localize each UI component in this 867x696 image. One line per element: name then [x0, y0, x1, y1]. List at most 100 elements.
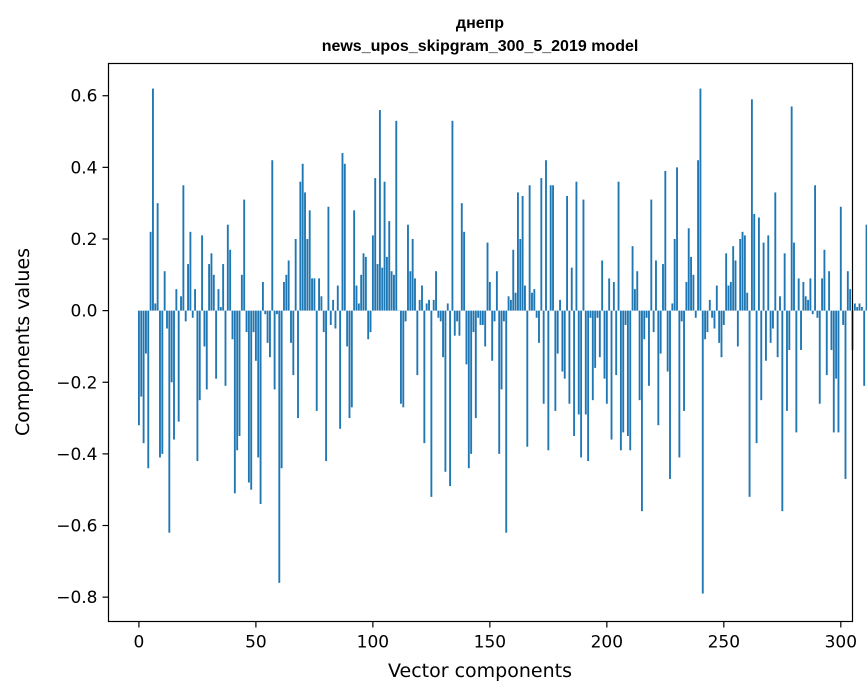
x-axis-ticks: 0 50 100 150 200 250 300 [134, 621, 857, 653]
bar [676, 167, 678, 311]
bar [671, 303, 674, 311]
bar [261, 281, 264, 311]
bar [402, 310, 405, 408]
bar [210, 253, 213, 311]
bar [430, 310, 433, 497]
bar [797, 278, 800, 311]
bar [566, 196, 568, 311]
bar [643, 310, 646, 340]
bar [669, 310, 671, 479]
bar [343, 163, 346, 311]
bar [353, 210, 356, 311]
bar [194, 289, 196, 311]
bar [582, 199, 585, 311]
bar [795, 310, 798, 433]
bar [299, 181, 302, 311]
bar [514, 292, 517, 311]
bar [807, 299, 809, 311]
bar [552, 185, 554, 311]
bar [147, 310, 150, 469]
bar [154, 303, 157, 311]
bar [556, 310, 559, 354]
bar [626, 310, 629, 436]
bar [196, 310, 199, 462]
bar [673, 238, 676, 311]
bar [219, 307, 222, 311]
bar [283, 281, 285, 311]
bar [276, 310, 278, 315]
bar [641, 310, 643, 512]
bar [601, 260, 604, 311]
bar [748, 310, 751, 497]
bar [407, 224, 409, 311]
bar [152, 88, 154, 311]
bar [339, 310, 342, 429]
bar [393, 274, 395, 311]
bar [304, 192, 306, 311]
bar [804, 296, 807, 311]
bar [182, 185, 185, 311]
bar [212, 274, 215, 311]
bar [692, 274, 695, 311]
bar [584, 310, 587, 415]
bar [184, 310, 187, 322]
bar [549, 185, 552, 311]
bar [177, 310, 180, 422]
bar [779, 296, 781, 311]
bar [257, 310, 260, 458]
bar [629, 310, 632, 451]
bar [329, 310, 332, 325]
bar [790, 106, 793, 311]
x-tick-label: 0 [134, 633, 145, 653]
bar [416, 310, 419, 376]
bar [486, 242, 489, 311]
x-tick-label: 200 [591, 633, 623, 653]
bar [542, 310, 545, 404]
bar [376, 264, 379, 311]
bar [760, 310, 763, 401]
bar [528, 185, 531, 311]
bar [350, 310, 353, 408]
bar [573, 310, 576, 436]
y-tick-label: 0.0 [70, 302, 97, 322]
bar [743, 235, 746, 311]
y-tick-label: −0.8 [56, 588, 97, 608]
bar [800, 310, 802, 351]
bar [531, 292, 533, 311]
bar [297, 310, 299, 419]
bar [378, 110, 381, 311]
bar [650, 199, 653, 311]
bar [465, 310, 468, 365]
bar [603, 310, 606, 379]
bar [348, 310, 351, 419]
bar [690, 256, 692, 311]
bar [301, 163, 304, 311]
bar [666, 310, 669, 372]
bar [769, 310, 772, 343]
bar [694, 310, 697, 318]
bar [608, 278, 611, 311]
bar [687, 228, 690, 311]
bar [243, 199, 246, 311]
bar [250, 310, 253, 490]
bar [727, 285, 730, 311]
bar [711, 310, 714, 318]
bar [271, 160, 274, 311]
bar [233, 310, 236, 494]
bar [290, 310, 292, 343]
bar [229, 249, 232, 311]
bar [713, 310, 716, 329]
bar [505, 310, 508, 533]
bar [774, 192, 777, 311]
bar [364, 256, 367, 311]
bar [512, 249, 515, 311]
bar [495, 271, 498, 311]
bar [680, 310, 683, 322]
bar [783, 253, 786, 311]
y-tick-label: −0.2 [56, 373, 97, 393]
bar [252, 310, 255, 333]
bar [245, 310, 248, 333]
bar [517, 192, 519, 311]
